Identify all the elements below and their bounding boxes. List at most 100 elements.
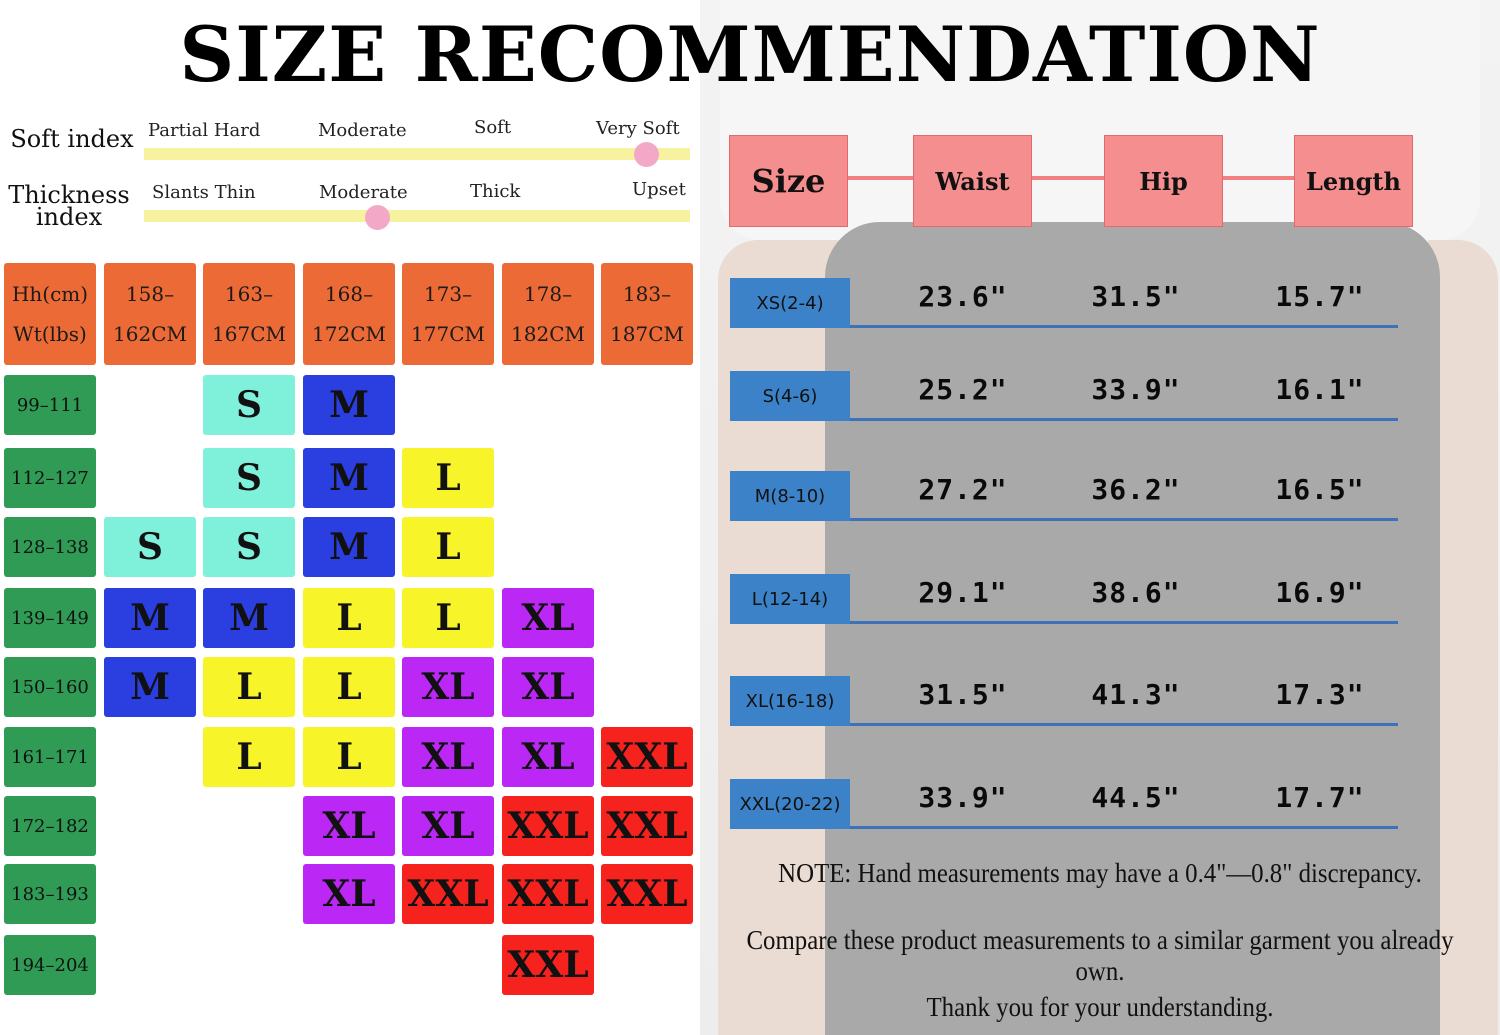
size-label: M(8-10) [730,471,850,521]
soft-index-marker [634,142,659,167]
waist-value: 25.2" [918,373,1008,406]
size-cell: XL [502,657,594,717]
row-underline [850,518,1398,521]
length-value: 16.9" [1275,576,1365,609]
size-label: L(12-14) [730,574,850,624]
waist-value: 27.2" [918,473,1008,506]
size-cell: M [203,588,295,648]
size-cell: L [303,727,395,787]
size-cell: L [402,517,494,577]
height-header: 178– 182CM [502,263,594,365]
waist-value: 23.6" [918,280,1008,313]
height-label: 167CM [212,322,286,346]
grid-corner-header: Hh(cm) Wt(lbs) [4,263,96,365]
size-cell: L [402,588,494,648]
thickness-option-1: Slants Thin [152,182,256,203]
waist-value: 33.9" [918,781,1008,814]
thickness-option-2: Moderate [319,182,408,203]
height-label: 158– [125,282,175,306]
hip-value: 36.2" [1091,473,1181,506]
weight-label: 172–182 [4,796,96,856]
length-value: 16.1" [1275,373,1365,406]
height-header: 173– 177CM [402,263,494,365]
size-cell: XL [303,864,395,924]
height-label: 187CM [610,322,684,346]
waist-value: 31.5" [918,678,1008,711]
size-cell: XXL [502,935,594,995]
height-header: 163– 167CM [203,263,295,365]
header-length: Length [1294,135,1413,227]
corner-label: Hh(cm) [11,282,89,306]
size-cell: M [104,588,196,648]
size-cell: L [203,727,295,787]
length-value: 16.5" [1275,473,1365,506]
size-cell: M [303,517,395,577]
soft-option-3: Soft [474,117,512,138]
height-label: 182CM [511,322,585,346]
soft-option-2: Moderate [318,120,407,141]
height-label: 172CM [312,322,386,346]
size-cell: XL [402,727,494,787]
header-size: Size [729,135,848,227]
size-cell: XL [502,588,594,648]
soft-option-1: Partial Hard [148,120,261,141]
height-label: 168– [324,282,374,306]
length-value: 17.7" [1275,781,1365,814]
row-underline [850,325,1398,328]
size-cell: M [303,448,395,508]
weight-label: 99–111 [4,375,96,435]
size-cell: S [104,517,196,577]
hip-value: 44.5" [1091,781,1181,814]
size-cell: XL [402,796,494,856]
size-label: S(4-6) [730,371,850,421]
height-header: 183– 187CM [601,263,693,365]
size-label: XS(2-4) [730,278,850,328]
weight-label: 128–138 [4,517,96,577]
size-cell: XL [303,796,395,856]
thickness-option-4: Upset [632,179,686,200]
soft-option-4: Very Soft [596,118,680,139]
weight-label: 183–193 [4,864,96,924]
size-cell: L [203,657,295,717]
height-label: 163– [224,282,274,306]
size-cell: XL [402,657,494,717]
corner-label: Wt(lbs) [13,322,87,346]
height-header: 168– 172CM [303,263,395,365]
size-cell: S [203,375,295,435]
size-label: XXL(20-22) [730,779,850,829]
weight-label: 150–160 [4,657,96,717]
thickness-option-3: Thick [470,181,521,202]
size-label: XL(16-18) [730,676,850,726]
weight-label: 161–171 [4,727,96,787]
size-cell: XXL [601,727,693,787]
length-value: 17.3" [1275,678,1365,711]
size-cell: M [104,657,196,717]
waist-value: 29.1" [918,576,1008,609]
size-cell: S [203,517,295,577]
size-cell: L [402,448,494,508]
thickness-index-bar [144,210,690,222]
size-cell: XXL [601,796,693,856]
size-cell: XXL [502,796,594,856]
weight-label: 112–127 [4,448,96,508]
size-cell: XXL [402,864,494,924]
thickness-index-label: Thickness index [8,181,130,231]
height-label: 173– [423,282,473,306]
sequin-skirt [825,222,1440,1035]
height-label: 162CM [113,322,187,346]
height-header: 158– 162CM [104,263,196,365]
weight-label: 194–204 [4,935,96,995]
page-title: SIZE RECOMMENDATION [179,10,1321,99]
size-cell: L [303,657,395,717]
height-label: 178– [523,282,573,306]
hip-value: 33.9" [1091,373,1181,406]
size-cell: XL [502,727,594,787]
row-underline [850,418,1398,421]
row-underline [850,621,1398,624]
header-connector [846,176,1294,180]
size-cell: XXL [601,864,693,924]
row-underline [850,723,1398,726]
weight-label: 139–149 [4,588,96,648]
note-compare: Compare these product measurements to a … [746,925,1454,986]
note-discrepancy: NOTE: Hand measurements may have a 0.4"—… [778,858,1422,888]
